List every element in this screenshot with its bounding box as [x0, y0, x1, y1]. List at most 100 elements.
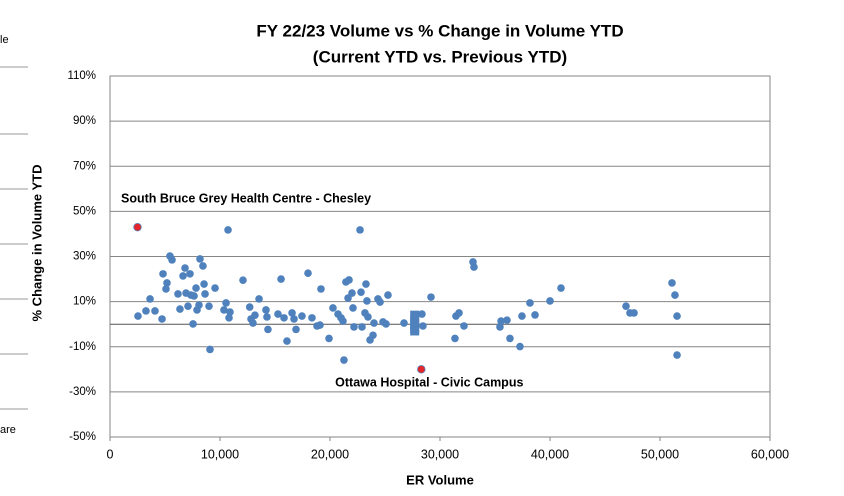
point: [557, 284, 565, 292]
point: [410, 310, 420, 320]
point: [277, 275, 285, 283]
point: [358, 323, 366, 331]
point: [503, 316, 511, 324]
point: [199, 262, 207, 270]
point: [316, 321, 324, 329]
point: [349, 304, 357, 312]
chart-title: FY 22/23 Volume vs % Change in Volume YT…: [256, 21, 623, 40]
point: [357, 288, 365, 296]
point: [224, 226, 232, 234]
point: [370, 319, 378, 327]
point: [283, 337, 291, 345]
point: [226, 308, 234, 316]
y-tick-label: 90%: [73, 115, 96, 127]
point: [292, 325, 300, 334]
point: [195, 301, 203, 309]
point: [245, 303, 254, 311]
point: [497, 317, 505, 325]
point: [263, 313, 271, 321]
point: [460, 322, 468, 330]
highlight-point: [133, 222, 142, 232]
x-tick-label: 60,000: [751, 447, 789, 461]
point: [206, 345, 214, 354]
point: [546, 297, 554, 305]
point: [356, 226, 364, 234]
annotation: Ottawa Hospital - Civic Campus: [335, 376, 523, 390]
point: [264, 325, 272, 334]
point: [369, 331, 377, 340]
point: [455, 309, 463, 317]
x-tick-label: 30,000: [421, 447, 459, 461]
point: [506, 334, 514, 343]
point: [622, 302, 630, 310]
point: [410, 315, 420, 325]
chart-subtitle: (Current YTD vs. Previous YTD): [313, 47, 567, 66]
point: [410, 319, 420, 329]
fragment-text: are: [0, 424, 16, 436]
point: [255, 295, 263, 303]
y-axis-title: % Change in Volume YTD: [29, 165, 44, 322]
y-tick-label: 30%: [73, 251, 96, 263]
point: [345, 276, 353, 284]
point: [308, 314, 316, 322]
point: [146, 295, 154, 303]
point: [419, 322, 427, 330]
point: [168, 256, 176, 264]
y-tick-label: -50%: [69, 431, 96, 443]
point: [668, 279, 676, 287]
x-tick-label: 0: [107, 447, 114, 461]
point: [159, 270, 167, 278]
point: [418, 310, 426, 318]
point: [376, 298, 384, 306]
point: [630, 309, 638, 317]
point: [526, 299, 534, 307]
point: [190, 292, 198, 300]
point: [176, 305, 184, 313]
point: [196, 255, 204, 263]
point: [400, 319, 408, 327]
fragment-text: le: [0, 34, 9, 46]
point: [470, 263, 478, 271]
point: [340, 356, 348, 364]
y-tick-label: 10%: [73, 296, 96, 308]
point: [162, 285, 170, 293]
point: [189, 320, 197, 328]
point: [382, 320, 390, 328]
point: [225, 314, 233, 322]
point: [427, 293, 435, 301]
x-tick-label: 20,000: [311, 447, 349, 461]
point: [384, 291, 392, 299]
highlight-point: [417, 365, 426, 374]
y-tick-label: 110%: [67, 70, 96, 82]
x-tick-label: 40,000: [531, 447, 569, 461]
point: [151, 307, 159, 315]
point: [288, 309, 296, 317]
left-fragment: [0, 66, 28, 410]
point: [220, 306, 228, 314]
point: [239, 276, 247, 284]
y-tick-label: -10%: [69, 341, 96, 353]
point: [262, 306, 270, 314]
point: [280, 314, 288, 322]
point: [200, 280, 208, 288]
point: [348, 289, 356, 297]
point: [325, 334, 333, 343]
point: [329, 304, 337, 312]
point: [673, 351, 681, 359]
point: [134, 312, 142, 320]
point: [531, 311, 539, 319]
point: [192, 284, 200, 292]
point: [410, 326, 420, 336]
point: [364, 313, 372, 321]
point: [290, 315, 298, 323]
annotation: South Bruce Grey Health Centre - Chesley: [121, 191, 371, 205]
y-tick-label: 70%: [73, 160, 96, 172]
point: [179, 272, 187, 280]
point: [673, 312, 681, 320]
point: [163, 279, 171, 287]
point: [363, 297, 371, 305]
point: [174, 290, 182, 298]
point: [181, 264, 189, 272]
